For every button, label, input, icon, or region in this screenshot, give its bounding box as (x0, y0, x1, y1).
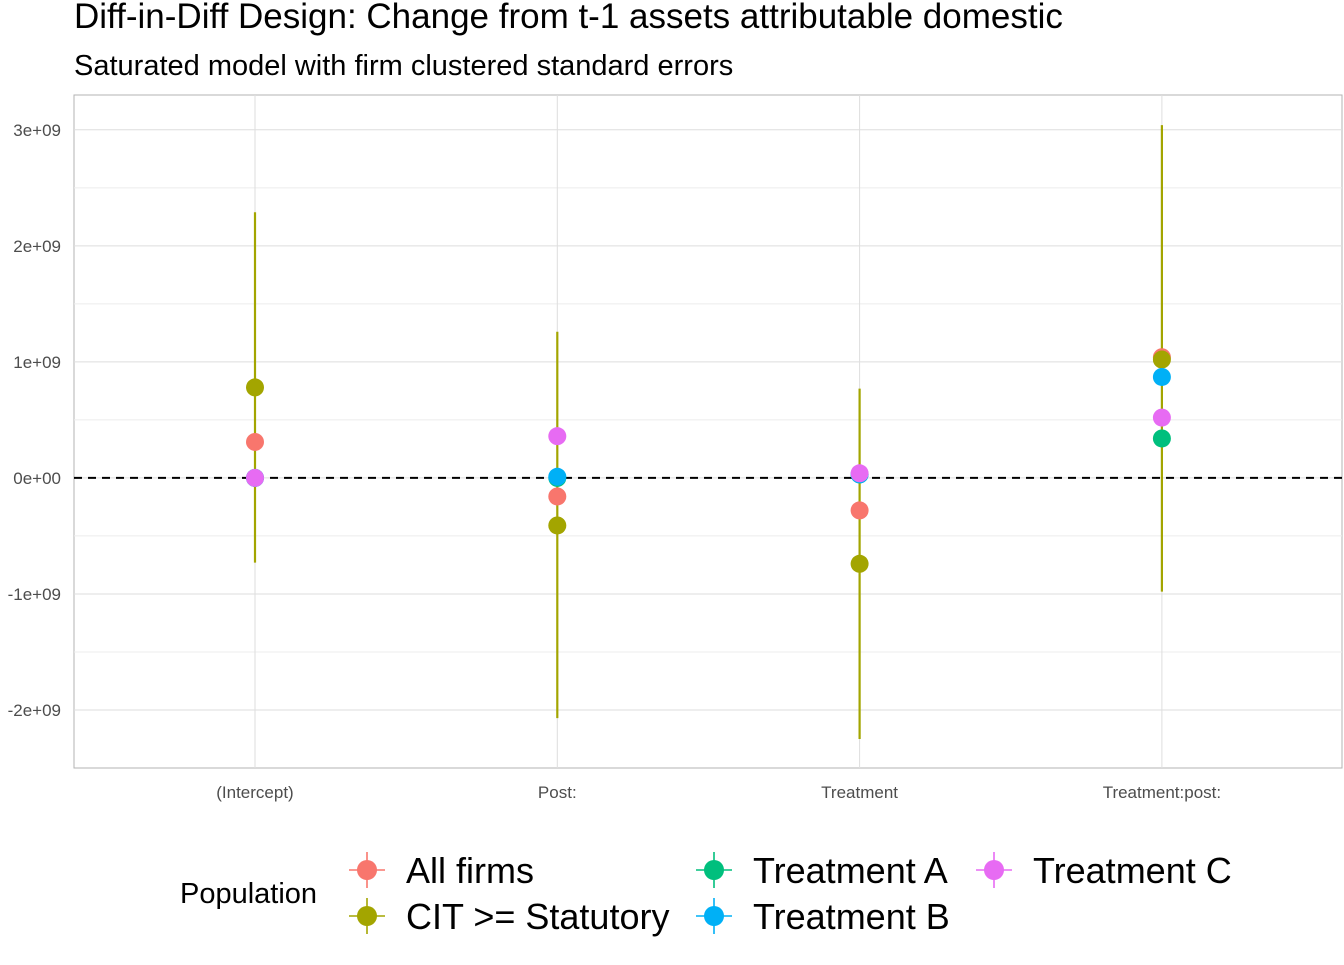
plot-panel (73, 94, 1343, 769)
data-points (246, 348, 1171, 573)
grid-minor (74, 187, 1342, 653)
data-point (1152, 408, 1171, 427)
legend-key-point (357, 860, 377, 880)
data-point (850, 501, 869, 520)
y-tick-label: 1e+09 (13, 353, 61, 372)
legend-label: All firms (406, 850, 534, 891)
y-tick-label: 2e+09 (13, 237, 61, 256)
legend-key-point (357, 906, 377, 926)
data-point (850, 554, 869, 573)
y-tick-label: 3e+09 (13, 121, 61, 140)
legend-label: Treatment C (1033, 850, 1232, 891)
legend-title: Population (180, 878, 317, 910)
data-point (246, 432, 264, 451)
x-tick-label: (Intercept) (216, 783, 293, 802)
y-tick-label: -2e+09 (8, 701, 61, 720)
x-tick-label: Treatment (821, 783, 898, 802)
data-point (1152, 350, 1171, 369)
data-point (1152, 367, 1171, 386)
y-tick-label: 0e+00 (13, 469, 61, 488)
legend-key-point (704, 906, 724, 926)
chart-subtitle: Saturated model with firm clustered stan… (74, 50, 733, 82)
data-point (548, 467, 567, 486)
data-point (246, 468, 264, 487)
data-point (548, 516, 567, 535)
x-axis-ticks: (Intercept) Post: Treatment Treatment:post: (216, 783, 1221, 802)
legend-label: Treatment A (753, 850, 948, 891)
x-tick-label: Post: (538, 783, 577, 802)
data-point (246, 378, 264, 397)
legend-label: CIT >= Statutory (406, 896, 669, 937)
data-point (1152, 429, 1171, 448)
data-point (548, 427, 567, 446)
legend: Population All firms CIT >= Statutory Trea… (180, 850, 1232, 937)
y-tick-label: -1e+09 (8, 585, 61, 604)
legend-label: Treatment B (753, 896, 950, 937)
data-point (548, 487, 567, 506)
x-tick-label: Treatment:post: (1103, 783, 1221, 802)
legend-key-point (984, 860, 1004, 880)
chart-title: Diff-in-Diff Design: Change from t-1 ass… (74, 0, 1063, 36)
legend-items: All firms CIT >= Statutory Treatment A Trea… (349, 850, 1232, 937)
legend-key-point (704, 860, 724, 880)
y-axis-ticks: -2e+09 -1e+09 0e+00 1e+09 2e+09 3e+09 (8, 121, 61, 720)
data-point (850, 464, 869, 483)
